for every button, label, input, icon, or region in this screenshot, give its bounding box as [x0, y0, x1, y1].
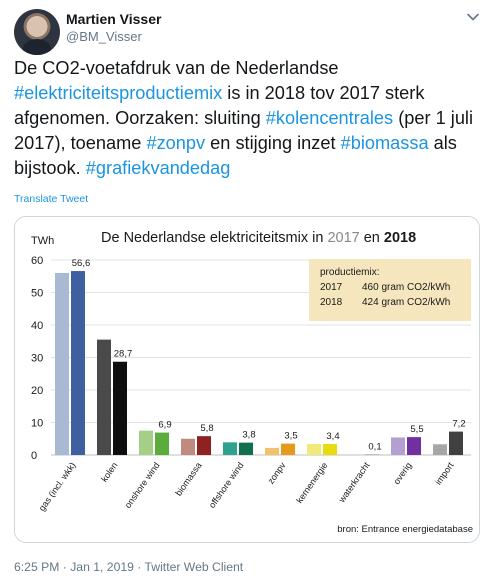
bar-2018 [71, 271, 85, 455]
author-name[interactable]: Martien Visser [66, 11, 162, 27]
y-axis-label: TWh [31, 235, 54, 247]
client-link[interactable]: Twitter Web Client [144, 560, 244, 574]
data-label: 3,8 [242, 430, 255, 441]
hashtag-link[interactable]: #zonpv [146, 133, 206, 153]
tweet-text-segment: (per 1 juli 2017), toename [14, 108, 474, 153]
legend-title: productiemix: [320, 267, 379, 278]
bar-2017 [139, 430, 153, 455]
chart-title-year-2018: 2018 [384, 230, 416, 246]
bar-2018 [281, 443, 295, 455]
data-label: 56,6 [72, 258, 91, 269]
y-tick-label: 60 [31, 255, 43, 267]
data-label: 28,7 [114, 349, 133, 360]
data-label: 5,5 [410, 424, 423, 435]
bar-2018 [407, 437, 421, 455]
bar-2018 [239, 442, 253, 455]
y-tick-label: 30 [31, 353, 43, 365]
bar-2018 [323, 443, 337, 455]
y-tick-label: 40 [31, 320, 43, 332]
bar-2017 [265, 447, 279, 455]
legend-box: productiemix: 2017 460 gram CO2/kWh 2018… [309, 259, 471, 321]
bar-2017 [307, 443, 321, 455]
tweet-text: De CO2-voetafdruk van de Nederlandse #el… [14, 56, 480, 181]
tweet-footer: 6:25 PM · Jan 1, 2019 · Twitter Web Clie… [14, 560, 243, 574]
legend-value-2017: 460 gram CO2/kWh [362, 282, 450, 293]
legend-year-2018: 2018 [320, 297, 343, 308]
bar-2017 [181, 438, 195, 455]
bar-2017 [433, 444, 447, 455]
chart-source: bron: Entrance energiedatabase [337, 524, 473, 535]
avatar[interactable] [14, 9, 60, 55]
chart-title-year-2017: 2017 [327, 230, 359, 246]
data-label: 3,5 [284, 431, 297, 442]
bar-2017 [391, 437, 405, 455]
bar-2017 [223, 442, 237, 455]
chart-title-prefix: De Nederlandse elektriciteitsmix in [101, 230, 327, 246]
tweet-text-segment: als bijstook. [14, 133, 457, 178]
bar-chart: De Nederlandse elektriciteitsmix in 2017… [15, 217, 479, 542]
data-label: 0,1 [368, 442, 381, 453]
bar-2018 [113, 361, 127, 455]
data-label: 3,4 [326, 431, 339, 442]
tweet-text-segment: De CO2-voetafdruk van de Nederlandse [14, 58, 339, 78]
bar-2018 [365, 454, 379, 455]
translate-tweet-link[interactable]: Translate Tweet [14, 193, 89, 205]
data-label: 6,9 [158, 420, 171, 431]
chart-title-mid: en [360, 230, 384, 246]
data-label: 7,2 [452, 419, 465, 430]
chevron-down-icon[interactable] [466, 10, 480, 24]
hashtag-link[interactable]: #kolencentrales [265, 108, 394, 128]
bar-2018 [155, 432, 169, 455]
bar-2018 [449, 431, 463, 455]
hashtag-link[interactable]: #biomassa [340, 133, 429, 153]
chart-title: De Nederlandse elektriciteitsmix in 2017… [101, 230, 416, 246]
hashtag-link[interactable]: #grafiekvandedag [85, 158, 231, 178]
timestamp[interactable]: 6:25 PM · Jan 1, 2019 · [14, 560, 145, 574]
y-tick-label: 10 [31, 418, 43, 430]
tweet-text-segment: is in 2018 tov 2017 sterk afgenomen. Oor… [14, 83, 425, 128]
bar-2017 [97, 339, 111, 455]
bar-2017 [55, 273, 69, 455]
y-tick-label: 50 [31, 288, 43, 300]
author-handle[interactable]: @BM_Visser [66, 29, 142, 44]
legend-value-2018: 424 gram CO2/kWh [362, 297, 450, 308]
legend-year-2017: 2017 [320, 282, 343, 293]
y-tick-label: 20 [31, 385, 43, 397]
bar-2017 [349, 454, 363, 455]
bar-2018 [197, 436, 211, 455]
data-label: 5,8 [200, 423, 213, 434]
hashtag-link[interactable]: #elektriciteitsproductiemix [14, 83, 223, 103]
tweet-text-segment: en stijging inzet [205, 133, 341, 153]
y-tick-label: 0 [31, 450, 37, 462]
chart-image-card[interactable]: De Nederlandse elektriciteitsmix in 2017… [14, 216, 480, 543]
